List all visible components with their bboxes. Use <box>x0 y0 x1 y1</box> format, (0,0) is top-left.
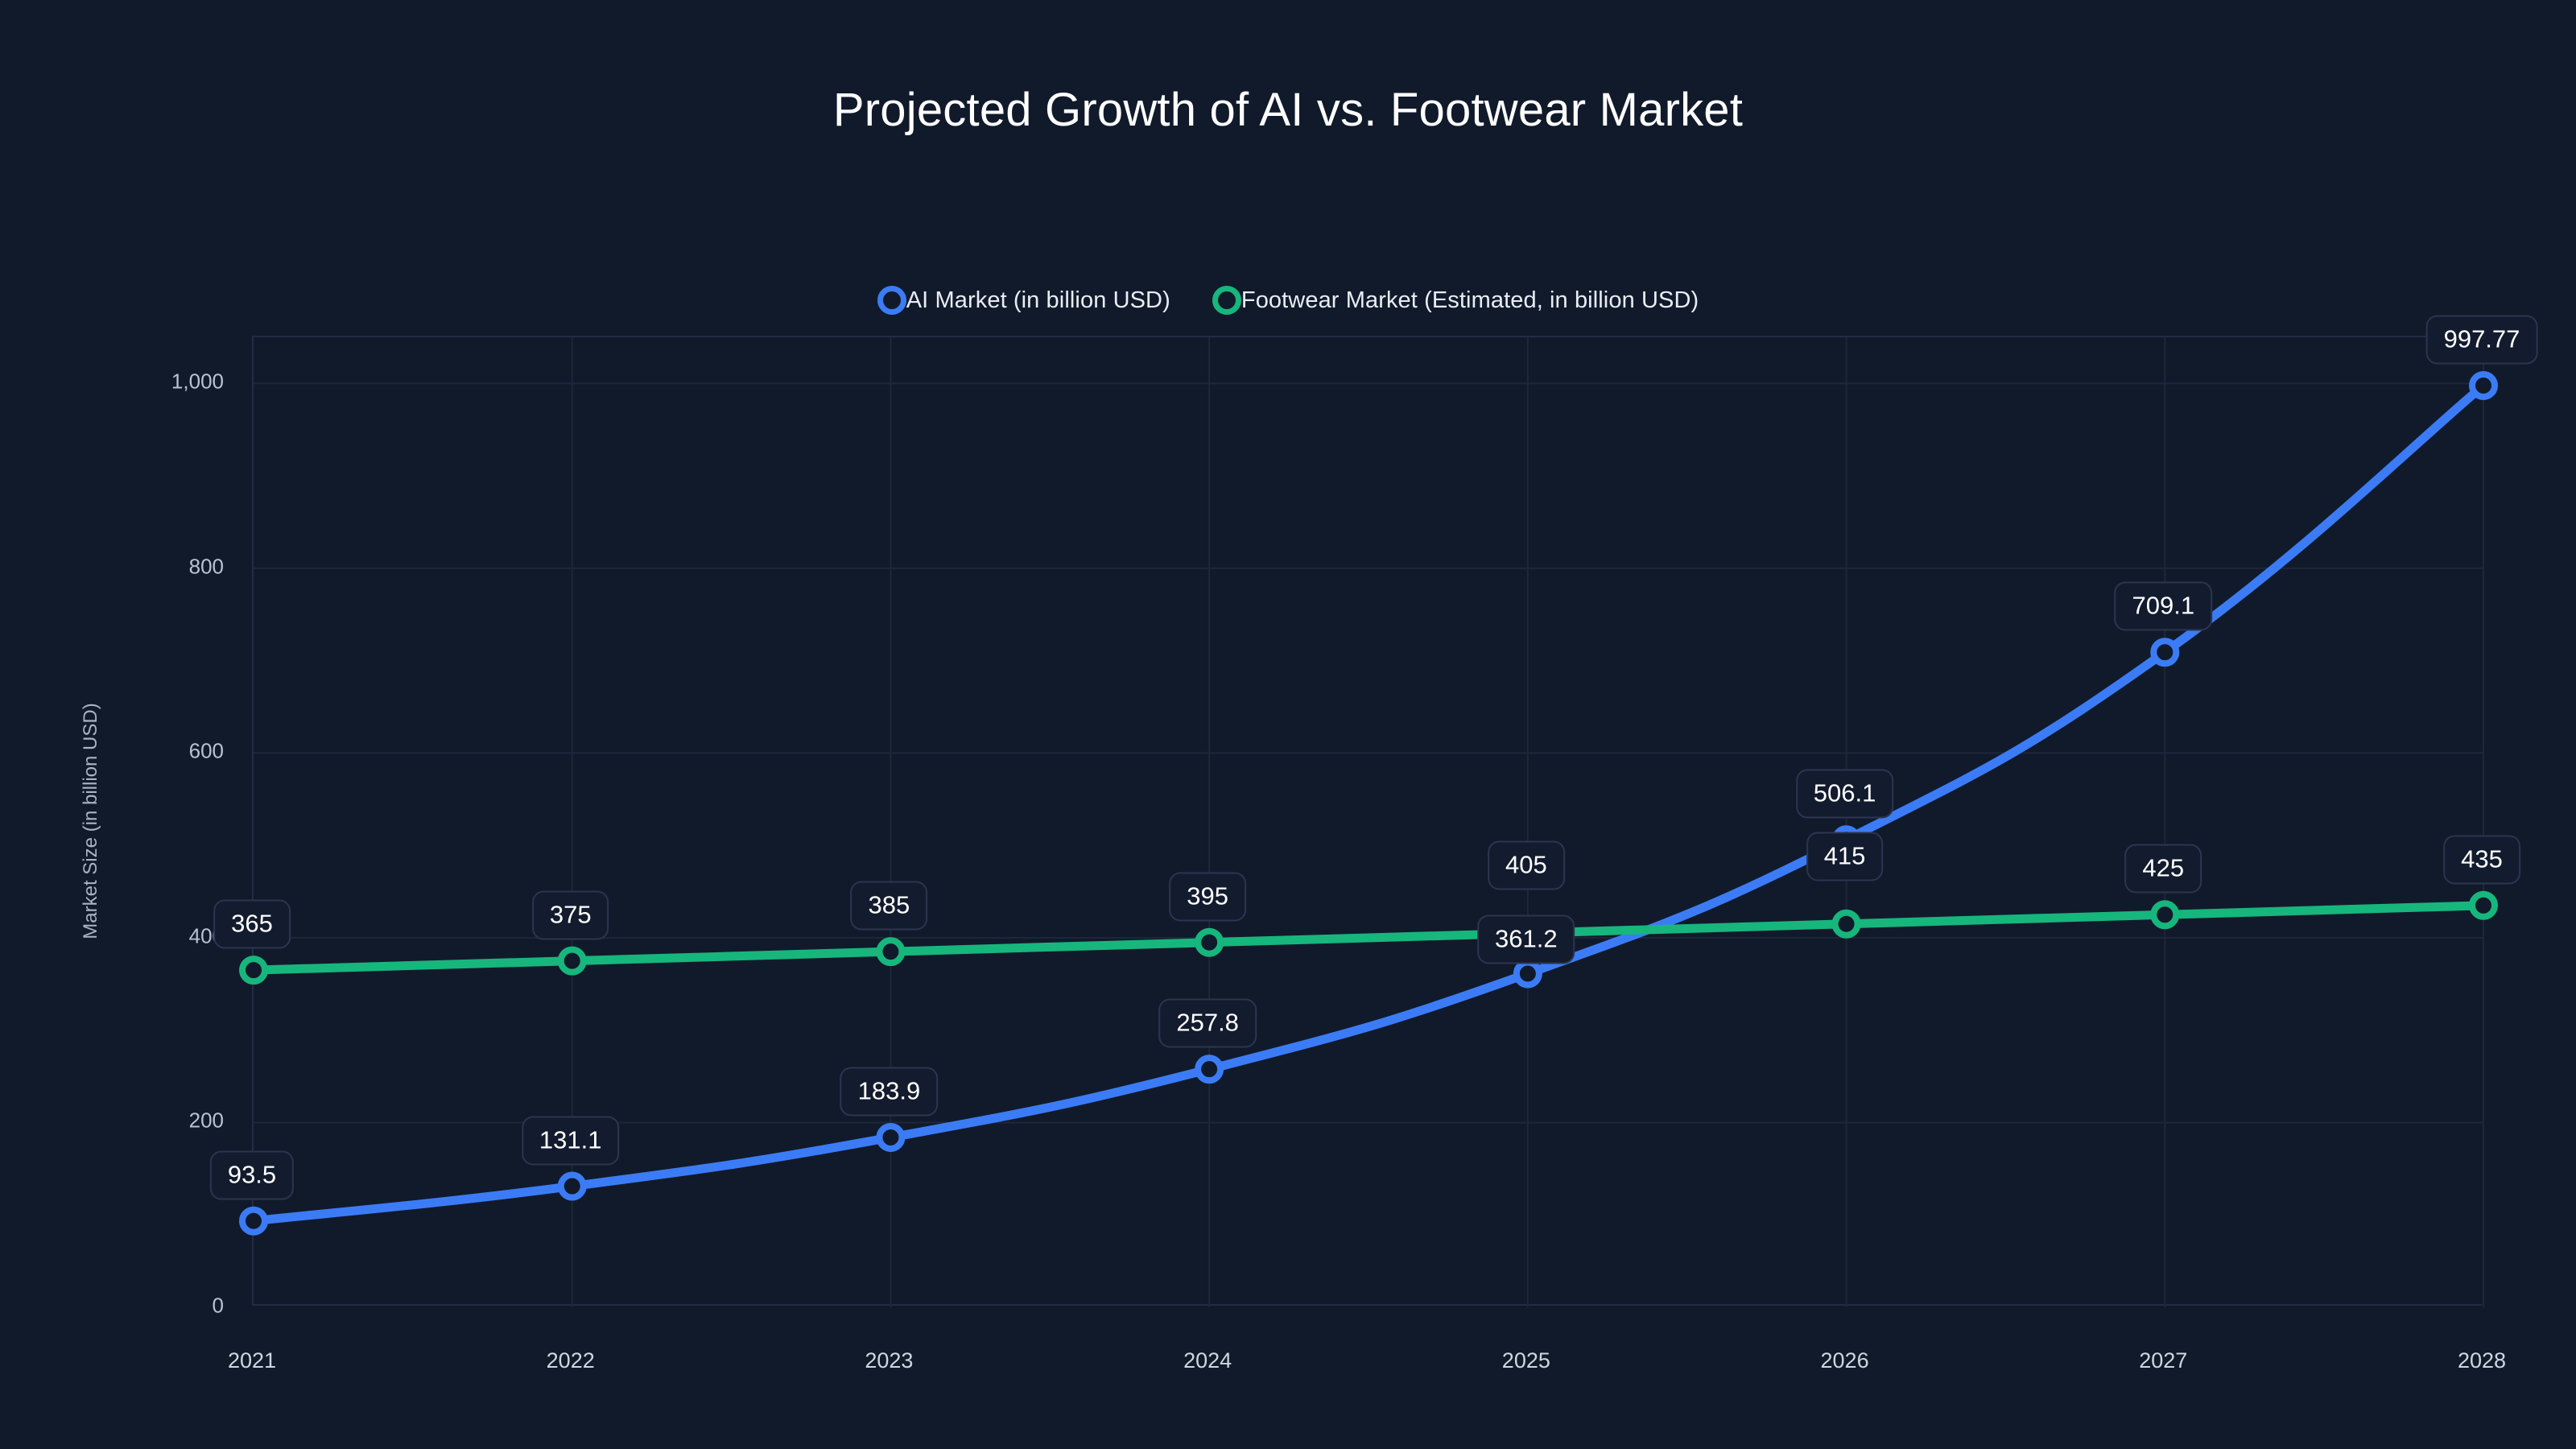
series-layer <box>239 370 2498 1236</box>
data-point-label: 257.8 <box>1158 998 1257 1048</box>
data-point-marker[interactable] <box>2150 638 2180 667</box>
data-point-label: 93.5 <box>209 1150 295 1200</box>
x-axis-tick-label: 2024 <box>1183 1348 1232 1373</box>
data-point-marker[interactable] <box>557 946 587 976</box>
data-point-label: 709.1 <box>2114 581 2213 631</box>
data-point-label: 183.9 <box>840 1067 939 1117</box>
chart-legend: AI Market (in billion USD) Footwear Mark… <box>0 286 2576 315</box>
data-point-marker[interactable] <box>239 1206 268 1236</box>
legend-item-footwear-market[interactable]: Footwear Market (Estimated, in billion U… <box>1212 286 1699 315</box>
data-point-label: 385 <box>850 881 928 931</box>
data-point-label: 997.77 <box>2425 315 2538 365</box>
y-axis-tick-label: 400 <box>188 923 224 948</box>
data-point-marker[interactable] <box>1831 909 1861 939</box>
data-point-label: 506.1 <box>1795 769 1894 819</box>
legend-item-ai-market[interactable]: AI Market (in billion USD) <box>877 286 1170 315</box>
data-point-label: 395 <box>1169 872 1247 922</box>
data-point-marker[interactable] <box>1195 1055 1224 1084</box>
data-point-marker[interactable] <box>2469 370 2498 400</box>
data-point-label: 425 <box>2124 844 2202 894</box>
x-axis-tick-label: 2021 <box>227 1348 277 1373</box>
circle-outline-icon <box>877 286 906 315</box>
x-axis-tick-label: 2026 <box>1820 1348 1869 1373</box>
data-point-label: 375 <box>531 890 609 940</box>
y-axis-tick-label: 600 <box>188 738 224 763</box>
x-axis-tick-label: 2023 <box>865 1348 914 1373</box>
legend-label-footwear-market: Footwear Market (Estimated, in billion U… <box>1241 287 1699 313</box>
data-point-label: 415 <box>1806 832 1884 881</box>
data-point-label: 365 <box>213 899 291 949</box>
legend-label-ai-market: AI Market (in billion USD) <box>906 287 1170 313</box>
data-point-marker[interactable] <box>1513 959 1542 989</box>
data-point-label: 405 <box>1487 840 1565 890</box>
y-axis-tick-label: 200 <box>188 1108 224 1133</box>
data-point-label: 361.2 <box>1477 914 1575 964</box>
data-point-marker[interactable] <box>2469 890 2498 920</box>
y-axis-tick-label: 1,000 <box>171 369 224 394</box>
data-point-label: 435 <box>2443 835 2520 885</box>
y-axis-tick-label: 800 <box>188 554 224 579</box>
x-axis-tick-label: 2025 <box>1501 1348 1550 1373</box>
chart-title: Projected Growth of AI vs. Footwear Mark… <box>832 84 1744 136</box>
data-point-label: 131.1 <box>521 1116 620 1166</box>
data-point-marker[interactable] <box>1195 927 1224 957</box>
x-axis-tick-label: 2028 <box>2457 1348 2507 1373</box>
data-point-marker[interactable] <box>2150 900 2180 930</box>
plot-svg <box>239 337 2498 1307</box>
x-axis-tick-label: 2022 <box>546 1348 595 1373</box>
circle-outline-icon <box>1212 286 1241 315</box>
x-axis-tick-label: 2027 <box>2139 1348 2188 1373</box>
data-point-marker[interactable] <box>876 1122 906 1152</box>
data-point-marker[interactable] <box>876 937 906 967</box>
plot-area <box>239 336 2498 1307</box>
data-point-marker[interactable] <box>557 1171 587 1201</box>
y-axis-tick-label: 0 <box>212 1293 224 1318</box>
data-point-marker[interactable] <box>239 956 268 985</box>
